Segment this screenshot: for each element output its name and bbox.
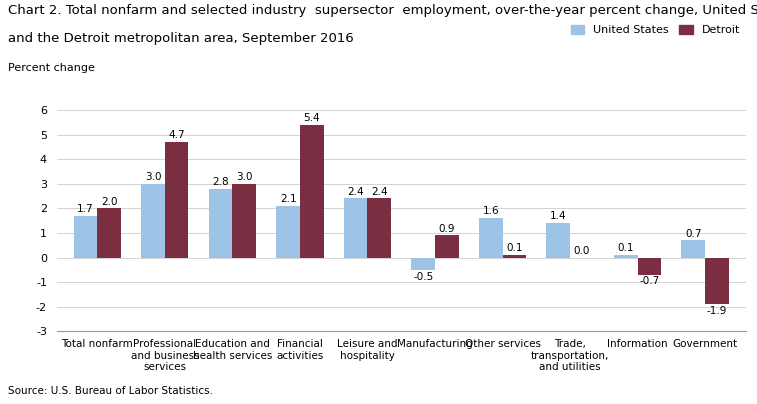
Text: and the Detroit metropolitan area, September 2016: and the Detroit metropolitan area, Septe… xyxy=(8,32,354,45)
Text: 0.1: 0.1 xyxy=(618,243,634,253)
Text: 1.7: 1.7 xyxy=(77,204,94,214)
Text: 2.4: 2.4 xyxy=(347,187,364,197)
Text: 5.4: 5.4 xyxy=(304,113,320,123)
Bar xyxy=(276,206,300,257)
Bar xyxy=(209,189,232,257)
Text: Source: U.S. Bureau of Labor Statistics.: Source: U.S. Bureau of Labor Statistics. xyxy=(8,386,213,396)
Text: 1.6: 1.6 xyxy=(482,206,499,217)
Bar xyxy=(681,240,705,257)
Text: 2.0: 2.0 xyxy=(101,197,117,206)
Bar xyxy=(300,125,323,257)
Text: -0.7: -0.7 xyxy=(639,276,659,286)
Text: 1.4: 1.4 xyxy=(550,211,566,221)
Text: 3.0: 3.0 xyxy=(145,172,161,182)
Bar xyxy=(637,257,661,275)
Bar xyxy=(503,255,526,257)
Bar xyxy=(479,218,503,257)
Bar xyxy=(232,184,256,257)
Text: 0.7: 0.7 xyxy=(685,229,702,239)
Text: 0.1: 0.1 xyxy=(506,243,522,253)
Bar xyxy=(344,198,367,257)
Text: 4.7: 4.7 xyxy=(168,130,185,140)
Bar xyxy=(142,184,165,257)
Text: 2.4: 2.4 xyxy=(371,187,388,197)
Bar xyxy=(98,208,121,257)
Bar xyxy=(411,257,435,270)
Bar xyxy=(73,216,98,257)
Text: 2.8: 2.8 xyxy=(212,177,229,187)
Text: -0.5: -0.5 xyxy=(413,271,433,282)
Bar xyxy=(614,255,637,257)
Text: 2.1: 2.1 xyxy=(280,194,297,204)
Text: 3.0: 3.0 xyxy=(236,172,252,182)
Text: 0.9: 0.9 xyxy=(438,224,455,234)
Bar xyxy=(367,198,391,257)
Bar xyxy=(705,257,729,304)
Text: -1.9: -1.9 xyxy=(707,306,727,316)
Bar xyxy=(435,236,459,257)
Text: Chart 2. Total nonfarm and selected industry  supersector  employment, over-the-: Chart 2. Total nonfarm and selected indu… xyxy=(8,4,757,17)
Text: Percent change: Percent change xyxy=(8,63,95,73)
Bar xyxy=(165,142,188,257)
Bar xyxy=(547,223,570,257)
Legend: United States, Detroit: United States, Detroit xyxy=(571,25,740,35)
Text: 0.0: 0.0 xyxy=(574,246,590,256)
